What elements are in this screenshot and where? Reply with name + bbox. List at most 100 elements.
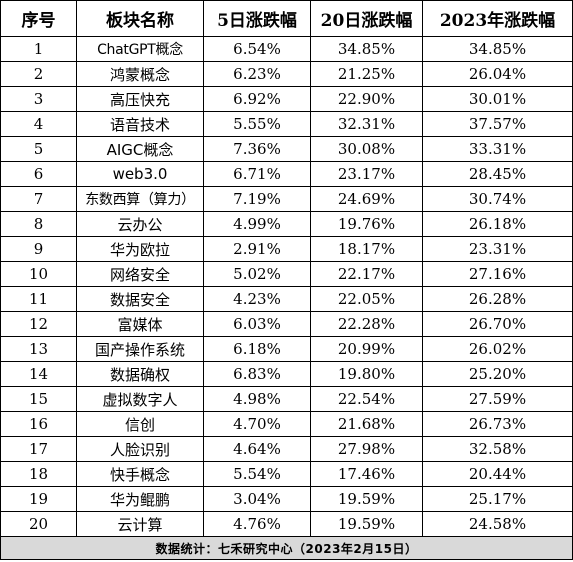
- row-index: 14: [0, 361, 77, 387]
- sector-name: 信创: [76, 411, 204, 437]
- row-index: 16: [0, 411, 77, 437]
- change-5day: 4.98%: [203, 386, 311, 412]
- sector-name: 网络安全: [76, 261, 204, 287]
- sector-name: 数据确权: [76, 361, 204, 387]
- change-2023: 25.17%: [422, 486, 573, 512]
- row-index: 2: [0, 61, 77, 87]
- change-2023: 23.31%: [422, 236, 573, 262]
- row-index: 20: [0, 511, 77, 537]
- change-5day: 7.36%: [203, 136, 311, 162]
- row-index: 7: [0, 186, 77, 212]
- change-5day: 6.23%: [203, 61, 311, 87]
- sector-name: 人脸识别: [76, 436, 204, 462]
- change-20day: 17.46%: [310, 461, 423, 487]
- table-row: 17 人脸识别 4.64% 27.98% 32.58%: [0, 436, 573, 462]
- sector-name: 语音技术: [76, 111, 204, 137]
- sector-name: 云计算: [76, 511, 204, 537]
- table-header: 序号 板块名称 5日涨跌幅 20日涨跌幅 2023年涨跌幅: [0, 0, 573, 37]
- sector-name: 东数西算（算力）: [76, 186, 204, 212]
- change-2023: 37.57%: [422, 111, 573, 137]
- header-5day-change: 5日涨跌幅: [203, 0, 311, 37]
- row-index: 10: [0, 261, 77, 287]
- change-5day: 4.99%: [203, 211, 311, 237]
- row-index: 17: [0, 436, 77, 462]
- change-20day: 27.98%: [310, 436, 423, 462]
- table-row: 1 ChatGPT概念 6.54% 34.85% 34.85%: [0, 36, 573, 62]
- change-20day: 19.76%: [310, 211, 423, 237]
- change-2023: 33.31%: [422, 136, 573, 162]
- change-2023: 32.58%: [422, 436, 573, 462]
- sector-name: 华为欧拉: [76, 236, 204, 262]
- change-5day: 7.19%: [203, 186, 311, 212]
- table-row: 5 AIGC概念 7.36% 30.08% 33.31%: [0, 136, 573, 162]
- change-20day: 19.80%: [310, 361, 423, 387]
- change-2023: 27.16%: [422, 261, 573, 287]
- table-row: 20 云计算 4.76% 19.59% 24.58%: [0, 511, 573, 537]
- sector-name: 鸿蒙概念: [76, 61, 204, 87]
- row-index: 15: [0, 386, 77, 412]
- change-5day: 6.18%: [203, 336, 311, 362]
- table-row: 10 网络安全 5.02% 22.17% 27.16%: [0, 261, 573, 287]
- change-2023: 26.70%: [422, 311, 573, 337]
- change-20day: 34.85%: [310, 36, 423, 62]
- change-20day: 20.99%: [310, 336, 423, 362]
- change-2023: 27.59%: [422, 386, 573, 412]
- table-row: 2 鸿蒙概念 6.23% 21.25% 26.04%: [0, 61, 573, 87]
- change-5day: 4.23%: [203, 286, 311, 312]
- row-index: 6: [0, 161, 77, 187]
- change-5day: 3.04%: [203, 486, 311, 512]
- change-5day: 6.83%: [203, 361, 311, 387]
- change-20day: 22.28%: [310, 311, 423, 337]
- header-20day-change: 20日涨跌幅: [310, 0, 423, 37]
- sector-name: 虚拟数字人: [76, 386, 204, 412]
- table-row: 15 虚拟数字人 4.98% 22.54% 27.59%: [0, 386, 573, 412]
- sector-name: 华为鲲鹏: [76, 486, 204, 512]
- sector-name: 富媒体: [76, 311, 204, 337]
- table-row: 4 语音技术 5.55% 32.31% 37.57%: [0, 111, 573, 137]
- table-row: 13 国产操作系统 6.18% 20.99% 26.02%: [0, 336, 573, 362]
- table-row: 8 云办公 4.99% 19.76% 26.18%: [0, 211, 573, 237]
- change-5day: 6.71%: [203, 161, 311, 187]
- row-index: 11: [0, 286, 77, 312]
- change-5day: 6.03%: [203, 311, 311, 337]
- data-source-note: 数据统计：七禾研究中心（2023年2月15日）: [0, 536, 573, 560]
- row-index: 8: [0, 211, 77, 237]
- change-2023: 30.74%: [422, 186, 573, 212]
- row-index: 18: [0, 461, 77, 487]
- change-5day: 5.55%: [203, 111, 311, 137]
- change-5day: 4.64%: [203, 436, 311, 462]
- change-2023: 26.28%: [422, 286, 573, 312]
- change-2023: 34.85%: [422, 36, 573, 62]
- change-20day: 32.31%: [310, 111, 423, 137]
- table-row: 9 华为欧拉 2.91% 18.17% 23.31%: [0, 236, 573, 262]
- sector-name: AIGC概念: [76, 136, 204, 162]
- change-20day: 19.59%: [310, 486, 423, 512]
- change-20day: 22.90%: [310, 86, 423, 112]
- table-body: 1 ChatGPT概念 6.54% 34.85% 34.85% 2 鸿蒙概念 6.23% 21.…: [0, 36, 573, 537]
- row-index: 13: [0, 336, 77, 362]
- change-20day: 19.59%: [310, 511, 423, 537]
- table-row: 6 web3.0 6.71% 23.17% 28.45%: [0, 161, 573, 187]
- table-row: 14 数据确权 6.83% 19.80% 25.20%: [0, 361, 573, 387]
- change-2023: 25.20%: [422, 361, 573, 387]
- sector-name: 高压快充: [76, 86, 204, 112]
- header-index: 序号: [0, 0, 77, 37]
- row-index: 9: [0, 236, 77, 262]
- row-index: 12: [0, 311, 77, 337]
- change-20day: 24.69%: [310, 186, 423, 212]
- sector-name: ChatGPT概念: [76, 36, 204, 62]
- table-row: 16 信创 4.70% 21.68% 26.73%: [0, 411, 573, 437]
- change-20day: 23.17%: [310, 161, 423, 187]
- table-row: 3 高压快充 6.92% 22.90% 30.01%: [0, 86, 573, 112]
- change-5day: 6.54%: [203, 36, 311, 62]
- change-2023: 30.01%: [422, 86, 573, 112]
- row-index: 5: [0, 136, 77, 162]
- change-20day: 21.68%: [310, 411, 423, 437]
- change-2023: 24.58%: [422, 511, 573, 537]
- sector-name: 数据安全: [76, 286, 204, 312]
- header-sector-name: 板块名称: [76, 0, 204, 37]
- change-2023: 20.44%: [422, 461, 573, 487]
- header-2023-change: 2023年涨跌幅: [422, 0, 573, 37]
